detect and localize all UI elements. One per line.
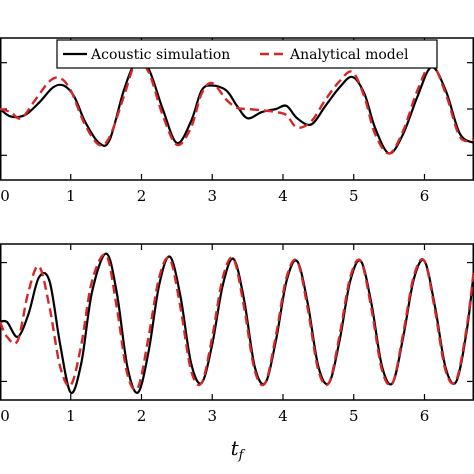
x-tick-label: 4 (278, 187, 288, 205)
x-tick-label: 2 (137, 187, 147, 205)
analytical-model-line-0 (0, 60, 474, 155)
legend-box (56, 39, 438, 69)
x-tick-label: 6 (420, 187, 430, 205)
top-panel: 0 1 2 3 4 5 6 Acoustic simulation Analytical mod… (0, 37, 474, 205)
legend-label-acoustic: Acoustic simulation (90, 47, 230, 63)
x-tick-label: 0 (0, 407, 10, 425)
x-tick-label: 6 (420, 407, 430, 425)
x-tick-label: 3 (207, 407, 217, 425)
x-axis-label: tf (231, 436, 246, 463)
x-tick-label: 5 (349, 407, 359, 425)
legend-label-analytical: Analytical model (289, 47, 409, 63)
analytical-model-line-1 (0, 253, 474, 391)
x-tick-label: 2 (137, 407, 147, 425)
x-tick-label: 0 (0, 187, 10, 205)
x-tick-label: 4 (278, 407, 288, 425)
x-tick-label: 1 (66, 407, 76, 425)
legend: Acoustic simulation Analytical model (56, 39, 438, 69)
x-tick-label: 5 (349, 187, 359, 205)
bottom-panel: 0 1 2 3 4 5 6 (0, 243, 474, 425)
acoustic-simulation-line-1 (0, 252, 474, 394)
x-tick-label: 1 (66, 187, 76, 205)
x-tick-label: 3 (207, 187, 217, 205)
